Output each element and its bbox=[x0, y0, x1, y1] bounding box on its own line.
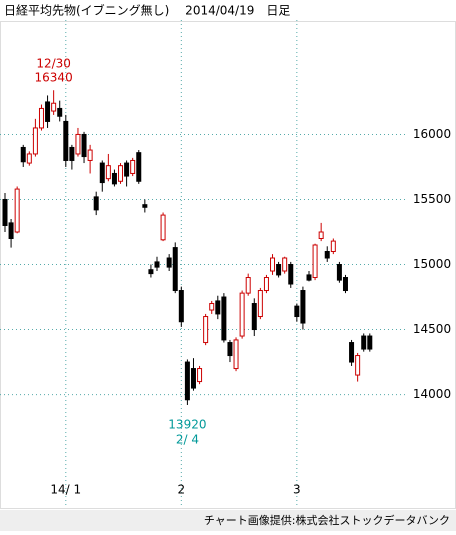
candle-body bbox=[184, 361, 190, 401]
candle-body bbox=[148, 269, 154, 275]
candle-body bbox=[63, 120, 69, 161]
candle-body bbox=[51, 102, 57, 112]
y-tick-label: 15500 bbox=[413, 192, 451, 206]
candle-body bbox=[105, 165, 111, 180]
candle-body bbox=[239, 292, 245, 337]
candle-body bbox=[75, 133, 81, 155]
candle-body bbox=[124, 162, 130, 177]
candle-body bbox=[178, 290, 184, 323]
annotation-price: 16340 bbox=[35, 71, 73, 85]
candle-body bbox=[367, 335, 373, 350]
candle-body bbox=[2, 198, 8, 226]
candle-body bbox=[233, 339, 239, 370]
annotation-date: 2/ 4 bbox=[176, 432, 199, 446]
candle-body bbox=[245, 277, 251, 294]
footer: チャート画像提供:株式会社ストックデータバンク bbox=[204, 513, 450, 527]
candle-body bbox=[93, 196, 99, 211]
candle-body bbox=[355, 355, 361, 376]
candle-body bbox=[26, 153, 32, 164]
candle-body bbox=[38, 107, 44, 129]
candle-body bbox=[300, 290, 306, 324]
candle-body bbox=[190, 368, 196, 389]
candle-body bbox=[342, 277, 348, 292]
candle-body bbox=[324, 251, 330, 259]
annotation-price: 13920 bbox=[168, 417, 206, 431]
candle-body bbox=[166, 257, 172, 268]
candle-body bbox=[130, 159, 136, 174]
annotation-date: 12/30 bbox=[36, 57, 71, 71]
y-tick-label: 14000 bbox=[413, 387, 451, 401]
candle-body bbox=[32, 127, 38, 155]
candle-body bbox=[197, 368, 203, 383]
candle-body bbox=[294, 305, 300, 318]
x-tick-label: 2 bbox=[177, 483, 185, 497]
candle-body bbox=[263, 277, 269, 292]
y-tick-label: 14500 bbox=[413, 322, 451, 336]
candle-body bbox=[288, 264, 294, 285]
candle-body bbox=[8, 222, 14, 239]
candle-body bbox=[282, 257, 288, 272]
candle-body bbox=[209, 303, 215, 311]
y-tick-label: 16000 bbox=[413, 127, 451, 141]
candle-body bbox=[336, 264, 342, 281]
candle-body bbox=[172, 247, 178, 292]
candle-body bbox=[45, 101, 51, 122]
candle-body bbox=[118, 165, 124, 182]
candle-body bbox=[318, 231, 324, 239]
x-tick-label: 14/ 1 bbox=[50, 483, 81, 497]
candle-body bbox=[257, 290, 263, 318]
candle-body bbox=[81, 133, 87, 158]
candle-body bbox=[136, 152, 142, 182]
candle-body bbox=[57, 107, 63, 117]
candle-body bbox=[306, 274, 312, 281]
candle-body bbox=[160, 214, 166, 241]
candle-body bbox=[276, 264, 282, 276]
candle-body bbox=[87, 149, 93, 161]
candle-body bbox=[203, 316, 209, 344]
candle-body bbox=[154, 261, 160, 268]
candle-body bbox=[142, 204, 148, 208]
candle-body bbox=[251, 303, 257, 331]
y-tick-label: 15000 bbox=[413, 257, 451, 271]
candle-body bbox=[20, 146, 26, 163]
candle-body bbox=[312, 244, 318, 279]
candle-body bbox=[270, 257, 276, 272]
footer-band bbox=[0, 510, 456, 531]
candle-body bbox=[14, 188, 20, 233]
x-tick-label: 3 bbox=[293, 483, 301, 497]
candle-body bbox=[69, 146, 75, 161]
candle-body bbox=[361, 335, 367, 350]
candle-body bbox=[99, 162, 105, 184]
candle-body bbox=[221, 296, 227, 341]
chart-title: 日経平均先物(イブニング無し) 2014/04/19 日足 bbox=[4, 3, 290, 18]
candle-body bbox=[330, 240, 336, 253]
candle-body bbox=[227, 342, 233, 357]
candle-body bbox=[111, 172, 117, 185]
candle-body bbox=[215, 300, 221, 315]
candle-body bbox=[349, 342, 355, 363]
